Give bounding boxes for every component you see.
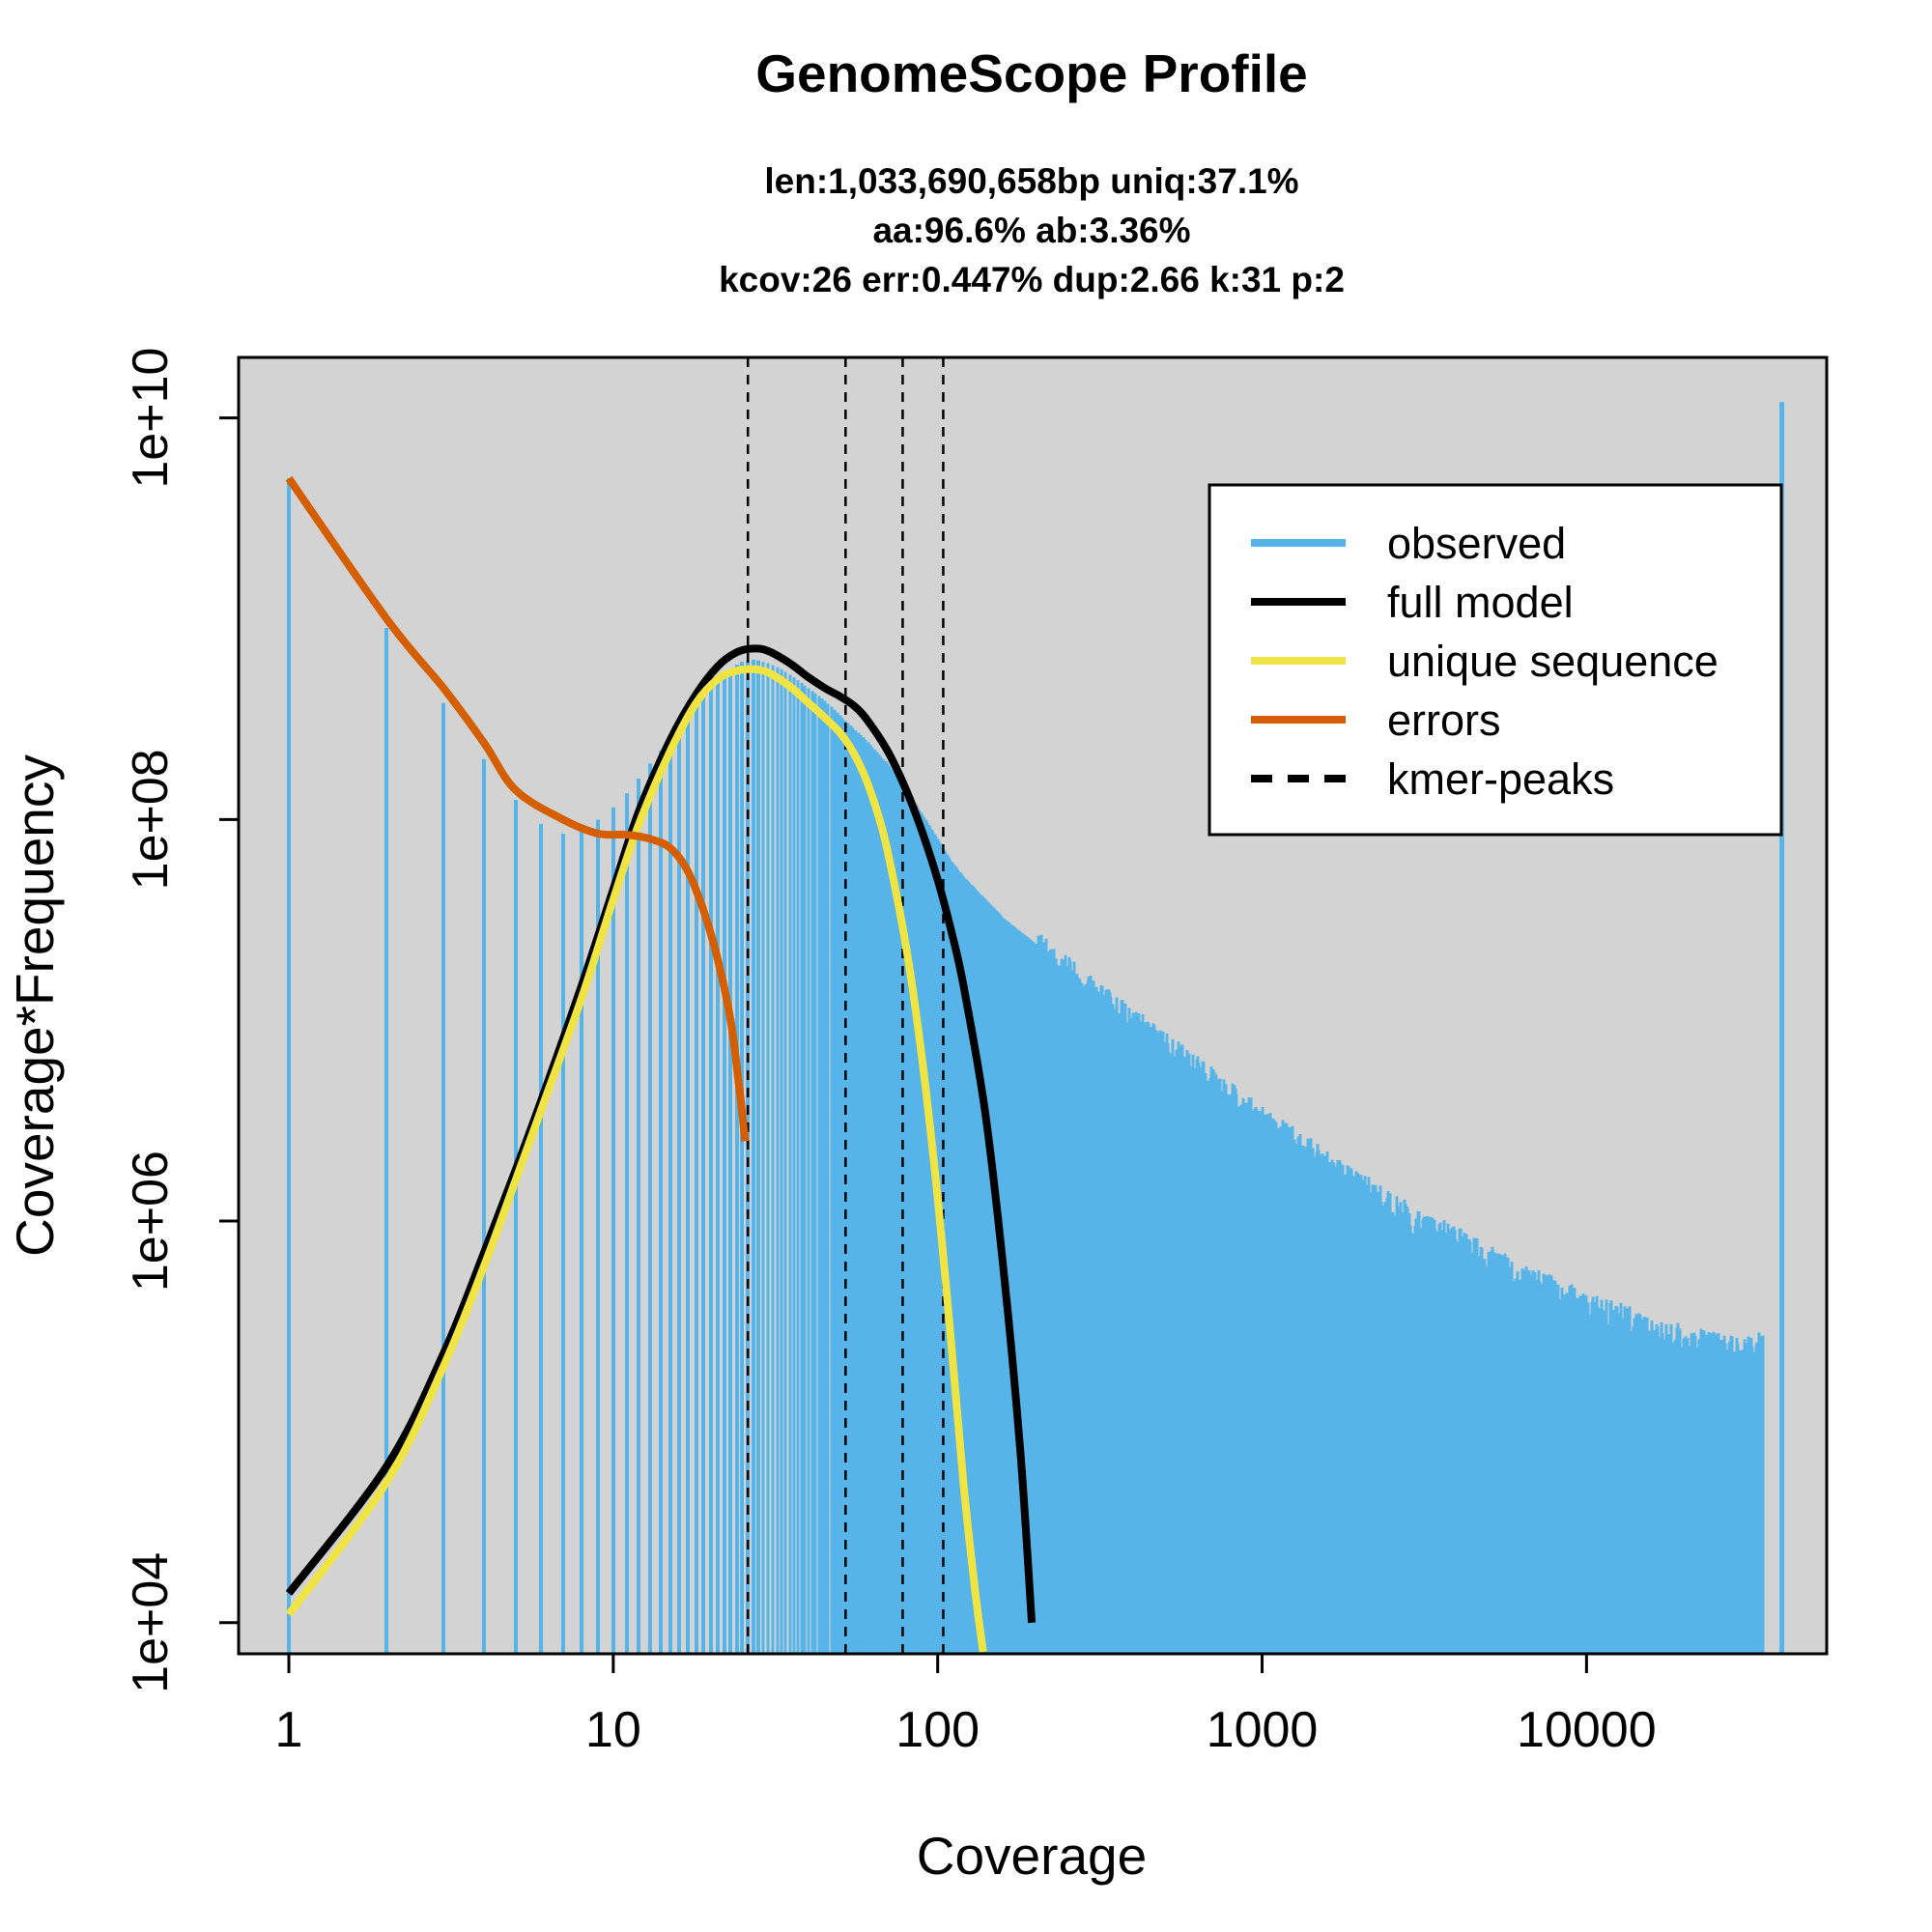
x-tick-label: 10000 bbox=[1517, 1702, 1657, 1758]
chart-subtitle-line-3: kcov:26 err:0.447% dup:2.66 k:31 p:2 bbox=[719, 260, 1345, 299]
y-tick-label: 1e+06 bbox=[123, 1151, 179, 1292]
y-axis-title: Coverage*Frequency bbox=[5, 754, 65, 1257]
x-tick-label: 1000 bbox=[1207, 1702, 1319, 1758]
model-lines bbox=[285, 475, 1037, 1653]
kmer-peaks-series bbox=[746, 357, 945, 1654]
y-tick-label: 1e+08 bbox=[123, 749, 179, 890]
legend-label-errors: errors bbox=[1387, 696, 1501, 745]
x-axis: 1 10 100 1000 10000 bbox=[275, 1652, 1657, 1758]
chart-title: GenomeScope Profile bbox=[755, 43, 1308, 103]
legend-label-kmer-peaks: kmer-peaks bbox=[1387, 754, 1614, 804]
legend-label-unique-sequence: unique sequence bbox=[1387, 637, 1719, 686]
unique-sequence-line bbox=[285, 665, 987, 1653]
y-axis: 1e+04 1e+06 1e+08 1e+10 bbox=[123, 348, 241, 1693]
x-tick-label: 10 bbox=[585, 1702, 641, 1758]
chart-subtitle-line-2: aa:96.6% ab:3.36% bbox=[872, 211, 1190, 250]
errors-line bbox=[285, 475, 750, 1142]
chart-subtitle-line-1: len:1,033,690,658bp uniq:37.1% bbox=[764, 161, 1298, 201]
y-tick-label: 1e+10 bbox=[123, 348, 179, 489]
legend: observed full model unique sequence errors k… bbox=[1208, 483, 1783, 837]
x-axis-title: Coverage bbox=[917, 1826, 1147, 1886]
y-tick-label: 1e+04 bbox=[123, 1552, 179, 1693]
x-tick-label: 1 bbox=[275, 1702, 303, 1758]
legend-label-full-model: full model bbox=[1387, 578, 1574, 627]
legend-label-observed: observed bbox=[1387, 519, 1566, 568]
x-tick-label: 100 bbox=[895, 1702, 980, 1758]
